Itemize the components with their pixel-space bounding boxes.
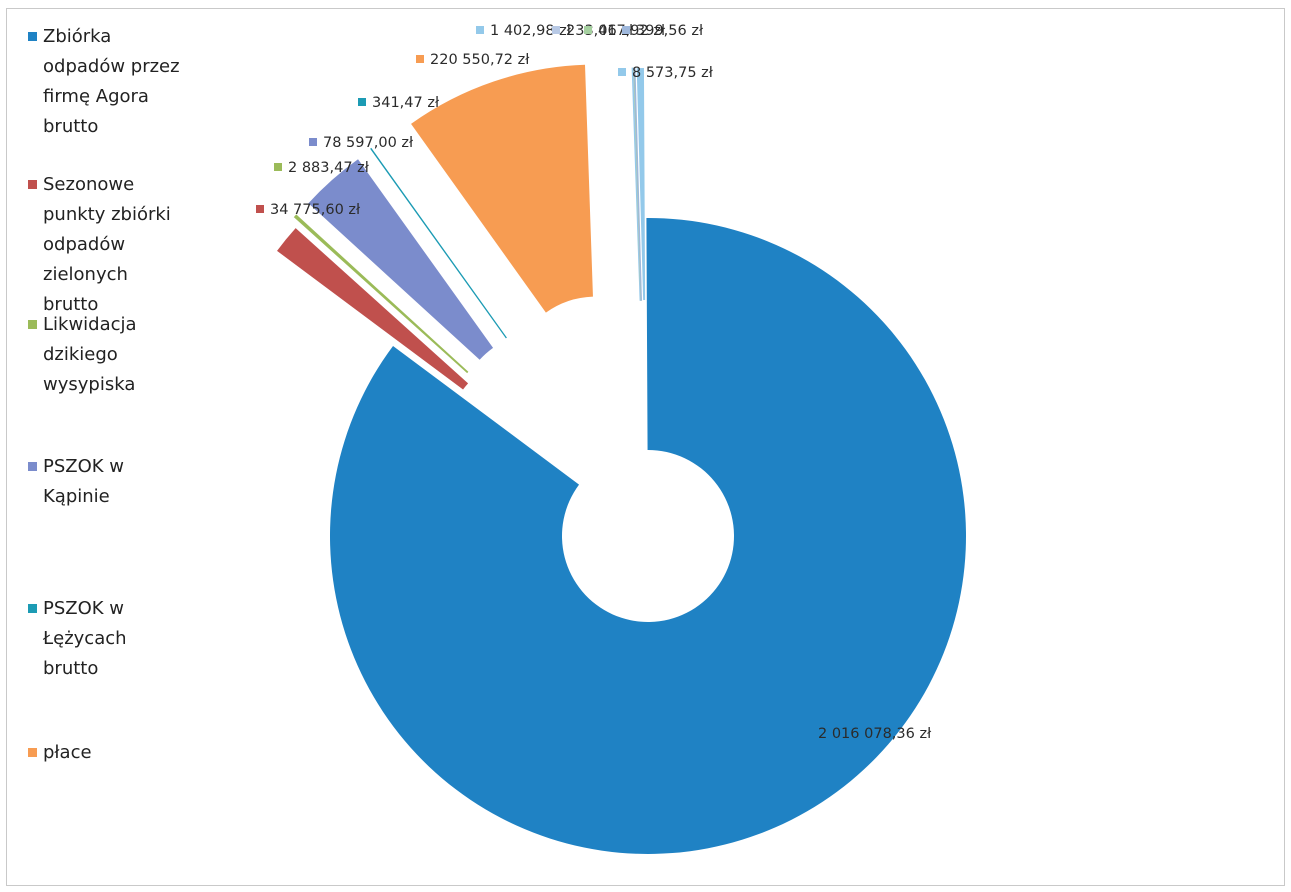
pie-slice xyxy=(633,67,642,301)
legend-swatch xyxy=(28,604,37,613)
data-label-key xyxy=(622,26,630,34)
pie-slice xyxy=(329,218,966,854)
legend-label: Zbiórka odpadów przez firmę Agora brutto xyxy=(43,26,180,137)
pie-slice xyxy=(293,214,469,374)
pie-slice xyxy=(411,64,593,313)
legend-swatch xyxy=(28,462,37,471)
legend-swatch xyxy=(28,180,37,189)
legend-label: płace xyxy=(43,742,92,763)
legend-label: Sezonowe punkty zbiórki odpadów zielonyc… xyxy=(43,174,171,315)
legend-label: Likwidacja dzikiego wysypiska xyxy=(43,314,137,395)
data-label-key xyxy=(274,163,282,171)
chart-frame xyxy=(6,8,1285,886)
data-label-key xyxy=(552,26,560,34)
data-label: 34 775,60 zł xyxy=(270,202,361,218)
data-label: 78 597,00 zł xyxy=(323,135,414,151)
legend-item-pszok-lezycach: PSZOK w Łężycach brutto xyxy=(28,594,183,684)
data-label-key xyxy=(584,26,592,34)
legend-item-zbiorka: Zbiórka odpadów przez firmę Agora brutto xyxy=(28,22,183,142)
pie-slice xyxy=(308,159,494,360)
legend-label: PSZOK w Łężycach brutto xyxy=(43,598,127,679)
legend-swatch xyxy=(28,32,37,41)
pie-slice xyxy=(370,147,507,339)
data-label: 1 402,98 zł xyxy=(490,23,572,39)
legend-item-sezonowe: Sezonowe punkty zbiórki odpadów zielonyc… xyxy=(28,170,183,320)
data-label-key xyxy=(416,55,424,63)
data-label: 220 550,72 zł xyxy=(430,52,530,68)
legend-label: PSZOK w Kąpinie xyxy=(43,456,125,507)
legend-item-place: płace xyxy=(28,738,183,768)
legend-swatch xyxy=(28,748,37,757)
pie-slice xyxy=(636,68,646,301)
data-label: 2 883,47 zł xyxy=(288,160,370,176)
data-label: 2 016 078,36 zł xyxy=(818,726,932,742)
data-label: 399,56 zł xyxy=(636,23,704,39)
data-label-key xyxy=(309,138,317,146)
legend-item-pszok-kapinie: PSZOK w Kąpinie xyxy=(28,452,183,512)
legend-item-likwidacja: Likwidacja dzikiego wysypiska xyxy=(28,310,183,400)
data-label-key xyxy=(618,68,626,76)
data-label: 417,92 zł xyxy=(598,23,666,39)
data-label: 341,47 zł xyxy=(372,95,440,111)
data-label-key xyxy=(256,205,264,213)
data-label: 233,06 zł xyxy=(566,23,634,39)
data-label-key xyxy=(476,26,484,34)
legend-swatch xyxy=(28,320,37,329)
data-label: 8 573,75 zł xyxy=(632,65,714,81)
data-label-key xyxy=(358,98,366,106)
pie-slice xyxy=(277,228,469,390)
